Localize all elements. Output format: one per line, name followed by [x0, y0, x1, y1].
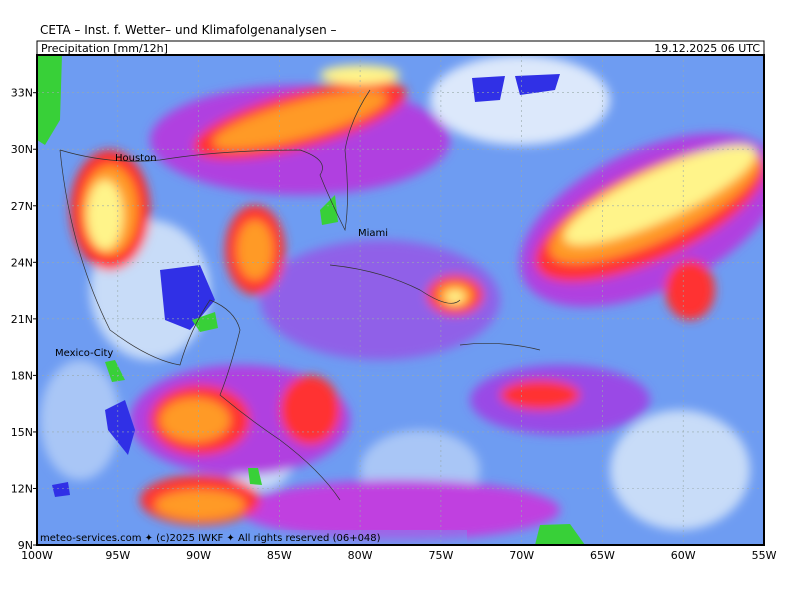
header-title: CETA – Inst. f. Wetter– und Klimafolgena… — [40, 23, 337, 37]
lat-label: 18N — [11, 369, 33, 382]
valid-time: 19.12.2025 06 UTC — [654, 42, 760, 55]
lon-label: 55W — [752, 549, 777, 562]
lat-label: 21N — [11, 313, 33, 326]
graticule — [37, 55, 764, 545]
lat-label: 12N — [11, 482, 33, 495]
lon-label: 100W — [21, 549, 53, 562]
city-label: Miami — [358, 228, 388, 239]
lat-label: 27N — [11, 200, 33, 213]
map-frame — [36, 54, 765, 546]
city-label: Mexico-City — [55, 348, 113, 359]
lat-label: 9N — [18, 539, 33, 552]
lon-label: 85W — [267, 549, 292, 562]
lon-label: 95W — [105, 549, 130, 562]
footer-credit: meteo-services.com ✦ (c)2025 IWKF ✦ All … — [40, 533, 381, 544]
lon-label: 80W — [348, 549, 373, 562]
lat-label: 15N — [11, 426, 33, 439]
lat-label: 30N — [11, 143, 33, 156]
product-label: Precipitation [mm/12h] — [41, 42, 168, 55]
lat-label: 24N — [11, 256, 33, 269]
lon-label: 65W — [590, 549, 615, 562]
lon-label: 75W — [428, 549, 453, 562]
lon-label: 70W — [509, 549, 534, 562]
city-label: Houston — [115, 153, 157, 164]
lon-label: 90W — [186, 549, 211, 562]
precip-field: meteo-services.com ✦ (c)2025 IWKF ✦ All … — [37, 55, 764, 545]
coastlines — [59, 89, 541, 501]
lon-label: 60W — [671, 549, 696, 562]
lat-label: 33N — [11, 87, 33, 100]
